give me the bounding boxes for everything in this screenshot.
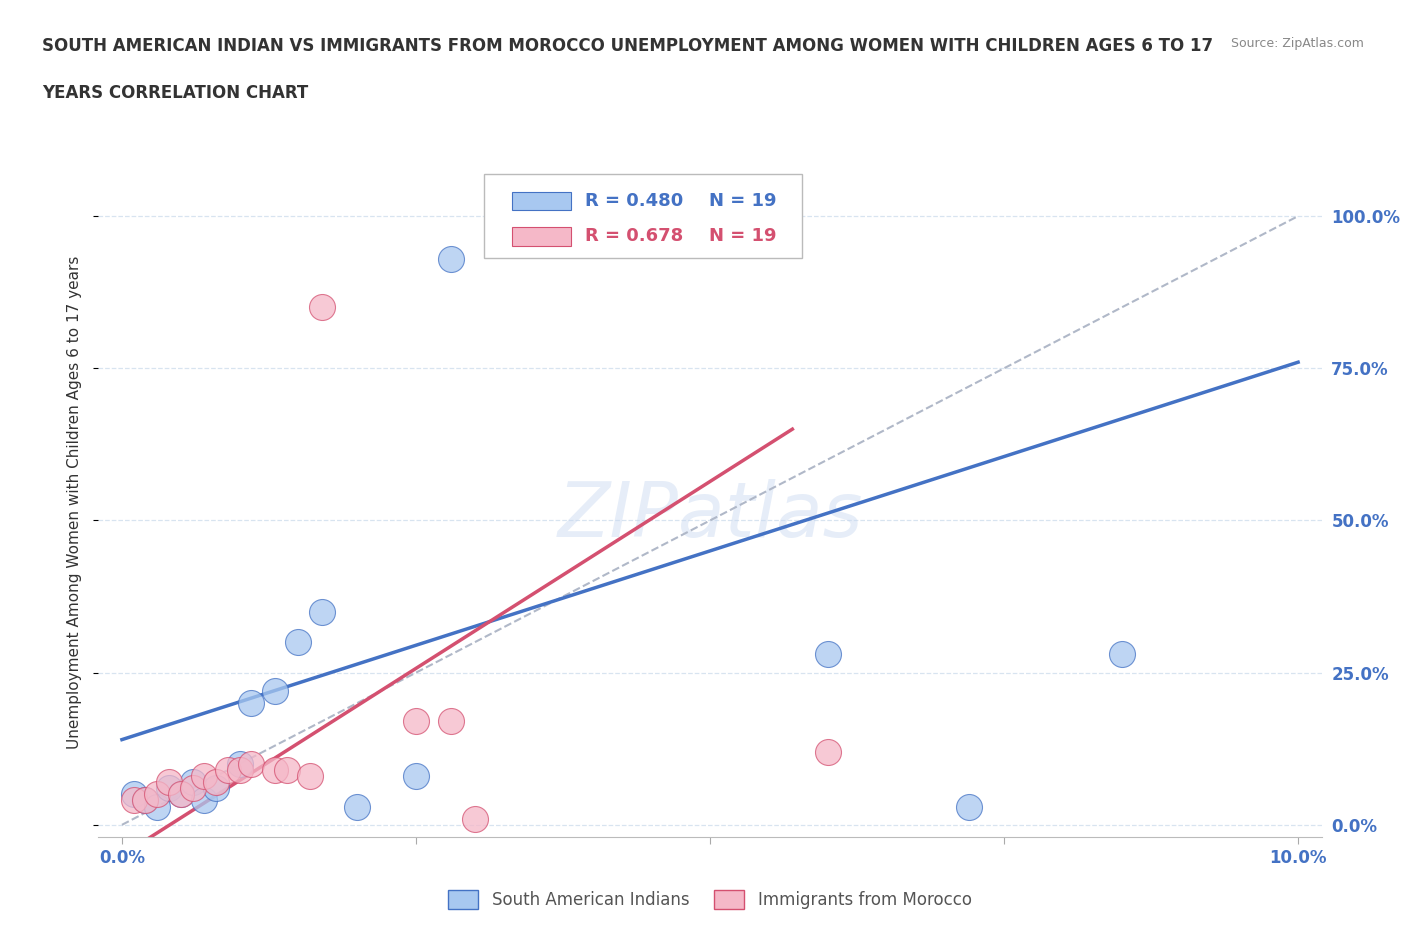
Y-axis label: Unemployment Among Women with Children Ages 6 to 17 years: Unemployment Among Women with Children A… [67,256,83,749]
Text: SOUTH AMERICAN INDIAN VS IMMIGRANTS FROM MOROCCO UNEMPLOYMENT AMONG WOMEN WITH C: SOUTH AMERICAN INDIAN VS IMMIGRANTS FROM… [42,37,1213,55]
Point [146,787,169,802]
Point [240,696,263,711]
Point [276,763,298,777]
Point [1111,647,1133,662]
Legend: South American Indians, Immigrants from Morocco: South American Indians, Immigrants from … [441,884,979,916]
Point [311,604,333,619]
Point [405,714,427,729]
Point [817,744,839,759]
Point [181,781,204,796]
Point [299,769,322,784]
Bar [512,192,571,210]
Point [122,793,145,808]
Text: YEARS CORRELATION CHART: YEARS CORRELATION CHART [42,84,308,101]
Point [146,799,169,814]
Point [440,714,463,729]
Point [957,799,980,814]
Point [122,787,145,802]
Point [157,781,180,796]
Point [205,775,228,790]
Point [134,793,156,808]
Text: N = 19: N = 19 [709,192,776,210]
Point [311,300,333,315]
Point [193,793,215,808]
Text: R = 0.678: R = 0.678 [585,227,683,246]
Point [217,763,239,777]
Point [464,811,486,826]
Point [157,775,180,790]
Text: ZIPatlas: ZIPatlas [557,479,863,552]
Text: Source: ZipAtlas.com: Source: ZipAtlas.com [1230,37,1364,50]
Point [240,756,263,771]
Text: N = 19: N = 19 [709,227,776,246]
FancyBboxPatch shape [484,174,801,258]
Point [817,647,839,662]
Point [440,251,463,266]
Point [193,769,215,784]
Bar [512,227,571,246]
Point [228,763,250,777]
Point [263,684,285,698]
Point [263,763,285,777]
Point [134,793,156,808]
Point [346,799,368,814]
Point [405,769,427,784]
Point [170,787,193,802]
Point [170,787,193,802]
Point [228,756,250,771]
Point [205,781,228,796]
Point [181,775,204,790]
Text: R = 0.480: R = 0.480 [585,192,683,210]
Point [287,635,309,650]
